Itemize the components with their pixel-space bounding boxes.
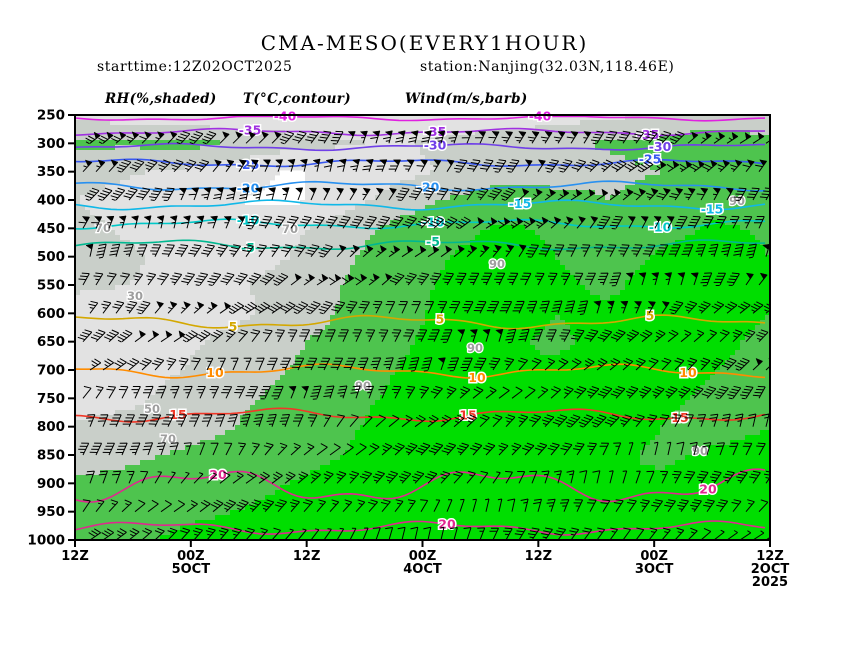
svg-text:-15: -15 — [701, 202, 724, 217]
svg-text:750: 750 — [37, 391, 65, 407]
y-axis-labels: 250 300 350 400 450 500 550 600 650 700 750 800 850 9… — [27, 108, 65, 549]
svg-text:10: 10 — [206, 365, 224, 380]
svg-text:2OCT: 2OCT — [751, 562, 790, 577]
svg-text:3OCT: 3OCT — [635, 562, 674, 577]
svg-text:70: 70 — [160, 432, 176, 446]
svg-text:-30: -30 — [649, 139, 672, 154]
svg-text:400: 400 — [37, 193, 65, 209]
chart-title: CMA-MESO(EVERY1HOUR) — [260, 31, 589, 55]
svg-text:12Z: 12Z — [293, 549, 321, 564]
legend-wind-barb: Wind(m/s,barb) — [405, 91, 528, 107]
svg-text:12Z: 12Z — [756, 549, 784, 564]
svg-text:700: 700 — [37, 363, 65, 379]
svg-text:-5: -5 — [426, 234, 440, 249]
svg-text:950: 950 — [37, 504, 65, 520]
svg-text:-35: -35 — [239, 122, 262, 137]
svg-text:250: 250 — [37, 108, 65, 124]
svg-text:800: 800 — [37, 419, 65, 435]
svg-text:-15: -15 — [509, 196, 532, 211]
legend-rh-shaded: RH(%,shaded) — [105, 91, 217, 107]
svg-text:30: 30 — [127, 289, 143, 303]
legend-temp-contour: T(°C,contour) — [243, 91, 351, 107]
svg-text:20: 20 — [209, 467, 227, 482]
svg-text:350: 350 — [37, 164, 65, 180]
svg-text:10: 10 — [468, 370, 486, 385]
svg-text:5: 5 — [646, 308, 655, 323]
svg-text:00Z: 00Z — [177, 549, 205, 564]
svg-text:650: 650 — [37, 334, 65, 350]
svg-text:00Z: 00Z — [409, 549, 437, 564]
svg-text:550: 550 — [37, 278, 65, 294]
rh-shading — [75, 115, 770, 540]
svg-text:600: 600 — [37, 306, 65, 322]
starttime-label: starttime:12Z02OCT2025 — [97, 59, 293, 75]
svg-text:00Z: 00Z — [640, 549, 668, 564]
svg-text:12Z: 12Z — [61, 549, 89, 564]
svg-text:-25: -25 — [639, 151, 662, 166]
station-label: station:Nanjing(32.03N,118.46E) — [420, 59, 675, 75]
svg-text:-30: -30 — [424, 138, 447, 153]
svg-text:50: 50 — [144, 402, 160, 416]
svg-text:1000: 1000 — [27, 533, 65, 549]
svg-text:90: 90 — [489, 257, 505, 271]
svg-text:20: 20 — [438, 516, 456, 531]
svg-text:12Z: 12Z — [525, 549, 553, 564]
svg-text:-10: -10 — [649, 219, 672, 234]
svg-text:5: 5 — [229, 319, 238, 334]
svg-text:-5: -5 — [241, 240, 255, 255]
svg-text:10: 10 — [679, 365, 697, 380]
svg-text:2025: 2025 — [752, 575, 788, 590]
svg-text:450: 450 — [37, 221, 65, 237]
svg-text:4OCT: 4OCT — [403, 562, 442, 577]
svg-text:500: 500 — [37, 249, 65, 265]
svg-text:5: 5 — [436, 312, 445, 327]
temp-contours — [75, 115, 766, 536]
svg-text:5OCT: 5OCT — [172, 562, 211, 577]
svg-text:70: 70 — [282, 222, 298, 236]
svg-text:300: 300 — [37, 136, 65, 152]
wind-barbs — [77, 115, 770, 540]
svg-text:850: 850 — [37, 448, 65, 464]
svg-text:20: 20 — [699, 482, 717, 497]
temp-contour-labels: -40-40-35-35-35-30-30-25-25-20-20-15-15-… — [168, 107, 725, 533]
svg-text:900: 900 — [37, 476, 65, 492]
svg-text:90: 90 — [467, 341, 483, 355]
axes — [68, 114, 771, 547]
